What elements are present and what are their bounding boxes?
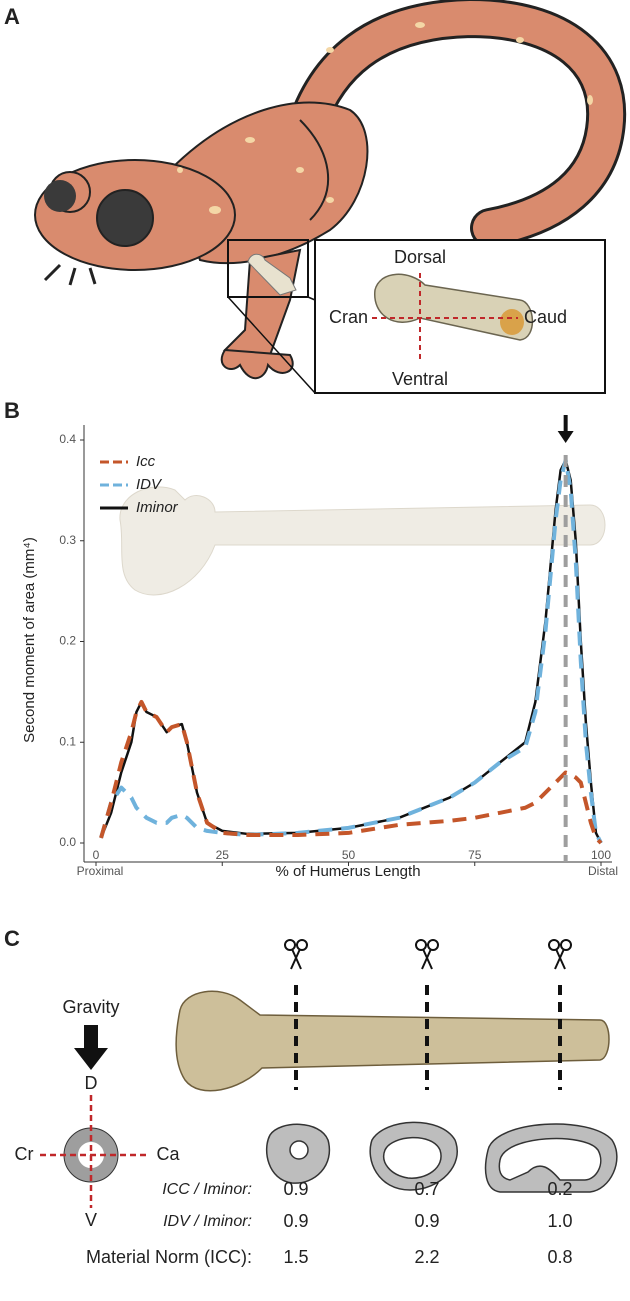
panel-b: B Second moment of area (mm⁴) % of Humer…: [4, 398, 618, 880]
inset-humerus: [374, 273, 534, 341]
direction-label: Dorsal: [394, 247, 446, 267]
x-end-label: Proximal: [77, 864, 124, 878]
direction-label: Cr: [15, 1144, 34, 1164]
eye: [44, 180, 76, 212]
cell-value: 0.8: [547, 1247, 572, 1267]
eye: [96, 189, 154, 247]
y-tick-label: 0.3: [59, 533, 76, 547]
y-tick-label: 0.0: [59, 835, 76, 849]
panel-label: A: [4, 4, 20, 29]
cell-value: 1.5: [283, 1247, 308, 1267]
humerus-image: [119, 486, 606, 596]
legend-label: IDV: [136, 476, 163, 493]
y-tick-label: 0.4: [59, 432, 76, 446]
hand: [220, 348, 294, 380]
y-tick-label: 0.1: [59, 734, 76, 748]
cell-value: 1.0: [547, 1211, 572, 1231]
direction-label: Caud: [524, 307, 567, 327]
cell-value: 0.7: [414, 1179, 439, 1199]
cell-value: 0.9: [283, 1179, 308, 1199]
spots: [177, 22, 593, 214]
peak-arrow: [557, 415, 574, 443]
tail: [283, 0, 624, 245]
x-tick-label: 0: [93, 848, 100, 862]
series-line: [99, 699, 603, 845]
direction-label: Ventral: [392, 369, 448, 389]
panel-label: C: [4, 926, 20, 951]
direction-label: Cran: [329, 307, 368, 327]
series-line: [99, 458, 603, 844]
cell-value: 0.9: [283, 1211, 308, 1231]
direction-label: V: [85, 1210, 97, 1230]
panel-a: A Dorsal Ventral Cran Caud: [4, 0, 627, 394]
direction-label: D: [85, 1073, 98, 1093]
humerus-photo: [175, 990, 610, 1092]
x-tick-label: 50: [342, 848, 356, 862]
cell-value: 2.2: [414, 1247, 439, 1267]
y-tick-label: 0.2: [59, 634, 76, 648]
scissors: [284, 939, 572, 970]
leg-back: [299, 119, 330, 221]
cell-value: 0.2: [547, 1179, 572, 1199]
gravity-arrow: [74, 1025, 108, 1070]
zoom-lines: [227, 296, 316, 394]
gravity-label: Gravity: [62, 997, 119, 1017]
x-end-label: Distal: [588, 864, 618, 878]
panel-c: C Gravity D V Cr Ca: [4, 926, 618, 1230]
legend-label: Iminor: [136, 499, 179, 516]
row-label: ICC / Iminor:: [162, 1181, 252, 1198]
x-tick-label: 25: [216, 848, 230, 862]
y-axis-label: Second moment of area (mm⁴): [21, 537, 38, 743]
legend-label: Icc: [136, 453, 156, 470]
toes: [43, 263, 97, 286]
x-tick-label: 75: [468, 848, 482, 862]
distal-end: [500, 309, 524, 335]
cell-value: 0.9: [414, 1211, 439, 1231]
direction-label: Ca: [156, 1144, 180, 1164]
humerus-icon: [247, 253, 297, 296]
zoom-box: [227, 239, 309, 298]
row-label: IDV / Iminor:: [163, 1213, 252, 1230]
row-label: Material Norm (ICC):: [86, 1247, 252, 1267]
x-axis-label: % of Humerus Length: [275, 863, 420, 880]
cross-sections: [266, 1121, 618, 1193]
panel-label: B: [4, 398, 20, 423]
cut-lines: [294, 985, 562, 1090]
x-tick-label: 100: [591, 848, 611, 862]
